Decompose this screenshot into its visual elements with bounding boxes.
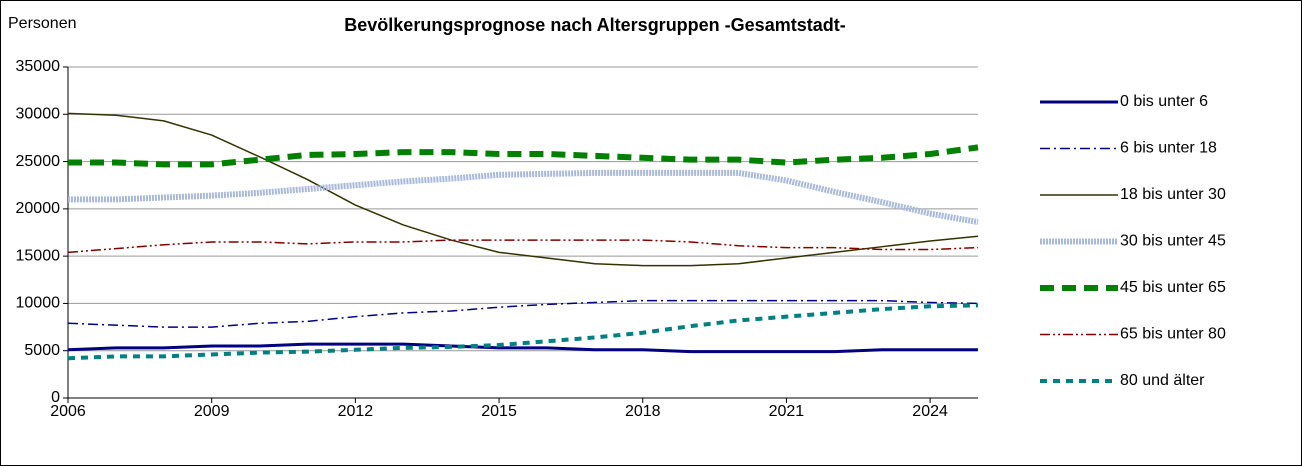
series-line [67, 299, 979, 328]
x-tick-label: 2012 [338, 403, 374, 420]
y-tick-label: 15000 [16, 247, 61, 264]
y-axis-label: Personen [8, 15, 77, 32]
series-line [68, 144, 979, 168]
legend-label: 6 bis unter 18 [1120, 140, 1217, 157]
x-tick-label: 2021 [769, 403, 805, 420]
series-line [67, 112, 979, 267]
y-tick-label: 30000 [16, 106, 61, 123]
series-line [67, 303, 979, 361]
y-tick-label: 35000 [16, 58, 61, 75]
x-tick-label: 2015 [481, 403, 517, 420]
legend-label: 65 bis unter 80 [1120, 326, 1226, 343]
legend-label: 0 bis unter 6 [1120, 93, 1208, 110]
legend-label: 80 und älter [1120, 372, 1205, 389]
x-tick-label: 2024 [912, 403, 948, 420]
legend-label: 30 bis unter 45 [1120, 233, 1226, 250]
series-line [68, 169, 979, 226]
y-tick-label: 20000 [16, 200, 61, 217]
x-tick-label: 2009 [194, 403, 230, 420]
y-tick-label: 10000 [16, 295, 61, 312]
legend-label: 18 bis unter 30 [1120, 186, 1226, 203]
y-tick-label: 0 [51, 389, 60, 406]
series-line [67, 342, 978, 354]
chart-title: Bevölkerungsprognose nach Altersgruppen … [344, 15, 845, 35]
y-tick-label: 5000 [24, 342, 60, 359]
y-tick-label: 25000 [16, 153, 61, 170]
x-tick-label: 2006 [50, 403, 86, 420]
legend-label: 45 bis unter 65 [1120, 279, 1226, 296]
x-tick-label: 2018 [625, 403, 661, 420]
series-line [67, 239, 979, 254]
